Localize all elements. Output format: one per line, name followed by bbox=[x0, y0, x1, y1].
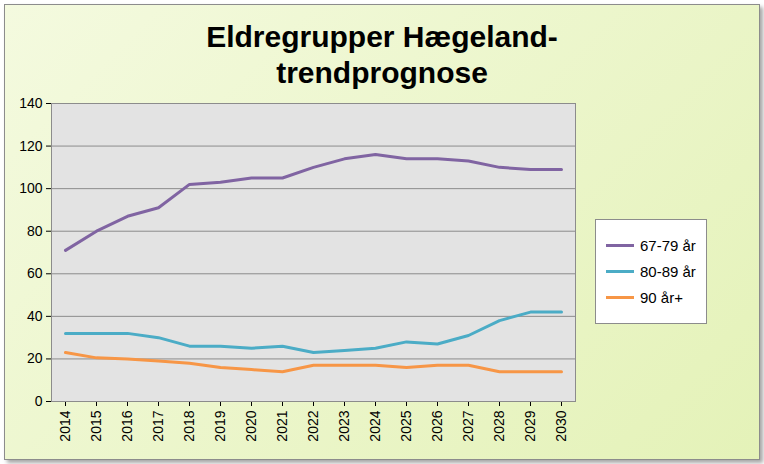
svg-text:100: 100 bbox=[19, 180, 43, 196]
svg-text:2015: 2015 bbox=[88, 410, 104, 441]
html-text:Eldregrupper Hægeland-trendpro: Eldregrupper Hægeland-trendprognose bbox=[206, 20, 558, 89]
html-text:67-79 år: 67-79 år bbox=[640, 236, 696, 254]
html-text:90 år+: 90 år+ bbox=[640, 288, 683, 306]
svg-text:2022: 2022 bbox=[305, 410, 321, 441]
svg-text:2018: 2018 bbox=[181, 410, 197, 441]
svg-text:60: 60 bbox=[27, 265, 43, 281]
svg-text:2026: 2026 bbox=[429, 410, 445, 441]
svg-text:2030: 2030 bbox=[553, 410, 569, 441]
svg-text:2027: 2027 bbox=[460, 410, 476, 441]
svg-text:2028: 2028 bbox=[491, 410, 507, 441]
svg-text:2017: 2017 bbox=[150, 410, 166, 441]
svg-text:2024: 2024 bbox=[367, 410, 383, 441]
svg-text:2020: 2020 bbox=[243, 410, 259, 441]
svg-text:2025: 2025 bbox=[398, 410, 414, 441]
svg-text:2029: 2029 bbox=[522, 410, 538, 441]
svg-text:120: 120 bbox=[19, 138, 43, 154]
html-text:80-89 år: 80-89 år bbox=[640, 262, 696, 280]
svg-text:2016: 2016 bbox=[119, 410, 135, 441]
svg-text:0: 0 bbox=[35, 393, 43, 409]
svg-text:20: 20 bbox=[27, 350, 43, 366]
svg-text:2014: 2014 bbox=[57, 410, 73, 441]
svg-text:2023: 2023 bbox=[336, 410, 352, 441]
svg-text:2021: 2021 bbox=[274, 410, 290, 441]
svg-text:2019: 2019 bbox=[212, 410, 228, 441]
svg-text:140: 140 bbox=[19, 95, 43, 111]
svg-text:80: 80 bbox=[27, 223, 43, 239]
svg-text:40: 40 bbox=[27, 308, 43, 324]
